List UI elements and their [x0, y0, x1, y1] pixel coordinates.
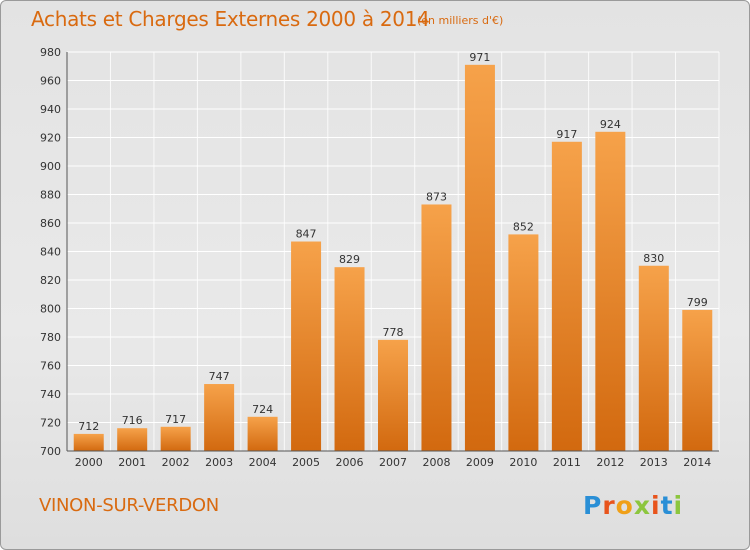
logo-letter: i [673, 491, 684, 520]
x-tick-label: 2002 [162, 456, 190, 469]
chart-title: Achats et Charges Externes 2000 à 2014 [31, 7, 430, 31]
y-tick-label: 780 [40, 331, 61, 344]
logo-letter: t [660, 491, 674, 520]
data-label: 717 [165, 413, 186, 426]
y-tick-label: 700 [40, 445, 61, 458]
bar [334, 267, 365, 451]
bar [508, 234, 539, 451]
logo-letter: x [633, 491, 651, 520]
bar [595, 131, 626, 452]
data-label: 829 [339, 253, 360, 266]
data-label: 847 [296, 228, 317, 241]
x-tick-label: 2008 [422, 456, 450, 469]
y-tick-label: 840 [40, 246, 61, 259]
x-tick-label: 2009 [466, 456, 494, 469]
bar [291, 241, 322, 451]
bar [682, 309, 713, 451]
bar [73, 433, 104, 451]
y-tick-label: 980 [40, 46, 61, 59]
data-label: 852 [513, 220, 534, 233]
x-tick-label: 2012 [596, 456, 624, 469]
bar [551, 141, 582, 451]
bar [421, 204, 452, 451]
x-tick-label: 2010 [509, 456, 537, 469]
x-tick-label: 2006 [336, 456, 364, 469]
x-tick-label: 2014 [683, 456, 711, 469]
data-label: 724 [252, 403, 273, 416]
bar [204, 384, 235, 451]
x-tick-label: 2000 [75, 456, 103, 469]
logo-letter: r [602, 491, 616, 520]
bar [117, 428, 148, 451]
proxiti-logo: Proxiti [583, 491, 683, 520]
logo-letter: i [651, 491, 661, 520]
y-tick-label: 800 [40, 303, 61, 316]
data-label: 712 [78, 420, 99, 433]
x-tick-label: 2001 [118, 456, 146, 469]
logo-letter: P [583, 491, 603, 520]
logo-letter: o [615, 491, 634, 520]
bar [638, 265, 669, 451]
y-tick-label: 860 [40, 217, 61, 230]
bar [247, 416, 278, 451]
bar [464, 64, 495, 451]
y-tick-label: 820 [40, 274, 61, 287]
data-label: 873 [426, 190, 447, 203]
y-tick-label: 920 [40, 132, 61, 145]
x-tick-label: 2007 [379, 456, 407, 469]
x-tick-label: 2011 [553, 456, 581, 469]
data-label: 778 [383, 326, 404, 339]
x-tick-label: 2005 [292, 456, 320, 469]
y-tick-label: 960 [40, 75, 61, 88]
data-label: 917 [556, 128, 577, 141]
data-label: 971 [469, 51, 490, 64]
place-name: VINON-SUR-VERDON [39, 495, 219, 516]
y-tick-label: 900 [40, 160, 61, 173]
data-label: 830 [643, 252, 664, 265]
y-tick-label: 720 [40, 417, 61, 430]
bar [160, 426, 191, 451]
y-tick-label: 940 [40, 103, 61, 116]
x-tick-label: 2004 [249, 456, 277, 469]
x-tick-label: 2013 [640, 456, 668, 469]
chart-subtitle: (en milliers d'€) [417, 14, 504, 27]
data-label: 924 [600, 118, 621, 131]
y-tick-label: 880 [40, 189, 61, 202]
bar [378, 339, 408, 451]
data-label: 799 [687, 296, 708, 309]
y-tick-label: 760 [40, 360, 61, 373]
data-label: 747 [209, 370, 230, 383]
x-tick-label: 2003 [205, 456, 233, 469]
y-tick-label: 740 [40, 388, 61, 401]
data-label: 716 [122, 414, 143, 427]
